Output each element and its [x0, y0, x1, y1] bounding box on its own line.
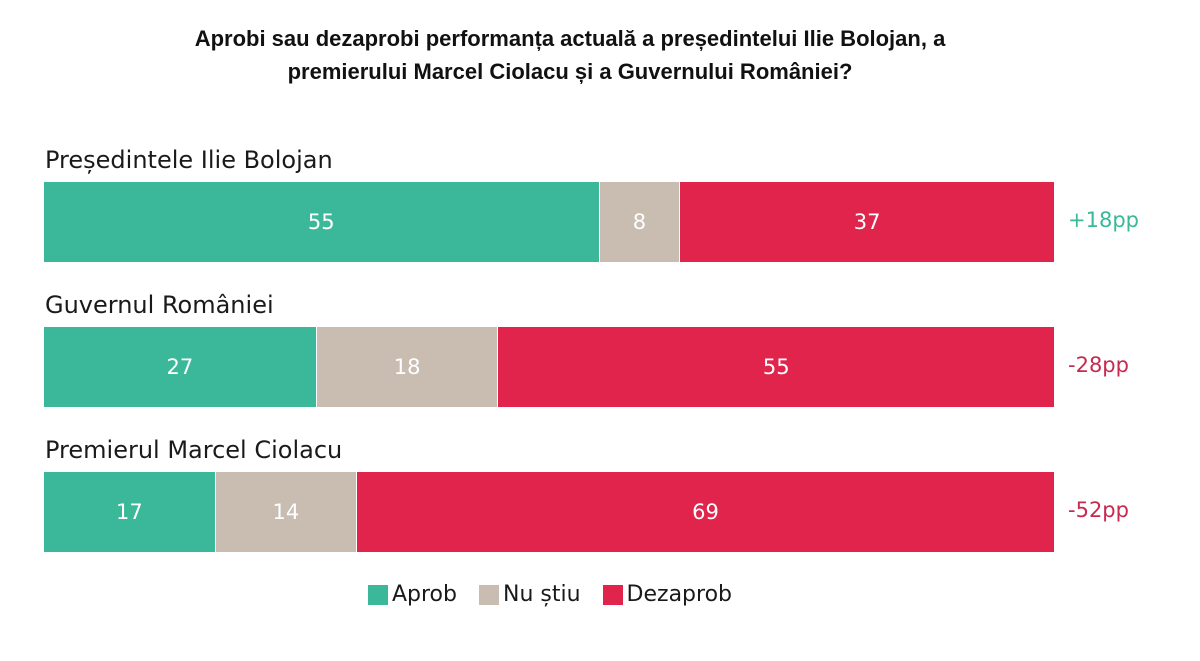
bar-segment-unsure: 8 [599, 182, 681, 262]
category-label: Premierul Marcel Ciolacu [45, 436, 343, 464]
legend-swatch [602, 584, 623, 605]
chart-title-line-1: Aprobi sau dezaprobi performanța actuală… [194, 26, 946, 51]
bar-segment-approve: 27 [44, 327, 317, 407]
bar-segment-approve: 17 [44, 472, 216, 552]
legend-label: Dezaprob [626, 582, 733, 607]
net-difference-label: +18pp [1068, 208, 1139, 232]
bar-segment-disapprove: 37 [680, 182, 1054, 262]
bar-segment-approve: 55 [44, 182, 600, 262]
stacked-bar: 17 14 69 [44, 472, 1054, 552]
legend-item: Dezaprob [602, 582, 733, 607]
net-difference-label: -52pp [1068, 498, 1129, 522]
net-difference-label: -28pp [1068, 353, 1129, 377]
chart-title-line-2: premierului Marcel Ciolacu și a Guvernul… [287, 59, 853, 84]
data-label: 18 [393, 355, 421, 379]
bar-segment-disapprove: 69 [357, 472, 1054, 552]
legend-label: Nu știu [503, 582, 581, 607]
legend-item: Nu știu [479, 582, 581, 607]
bar-segment-unsure: 18 [316, 327, 499, 407]
data-label: 27 [166, 355, 194, 379]
data-label: 8 [632, 210, 647, 234]
legend-label: Aprob [391, 582, 457, 607]
bar-segment-disapprove: 55 [498, 327, 1054, 407]
data-label: 69 [692, 500, 719, 524]
data-label: 55 [307, 210, 335, 234]
stacked-bar: 55 8 37 [44, 182, 1054, 262]
chart-title: Aprobi sau dezaprobi performanța actuală… [0, 22, 1140, 88]
data-label: 55 [762, 355, 790, 379]
legend-swatch [367, 584, 388, 605]
data-label: 37 [853, 210, 881, 234]
category-label: Președintele Ilie Bolojan [45, 146, 333, 174]
data-label: 17 [115, 500, 143, 524]
legend-item: Aprob [367, 582, 457, 607]
data-label: 14 [272, 500, 300, 524]
legend-swatch [479, 584, 499, 605]
category-label: Guvernul României [45, 291, 274, 319]
bar-segment-unsure: 14 [215, 472, 358, 552]
stacked-bar: 27 18 55 [44, 327, 1054, 407]
chart-legend: Aprob Nu știu Dezaprob [0, 582, 1100, 607]
